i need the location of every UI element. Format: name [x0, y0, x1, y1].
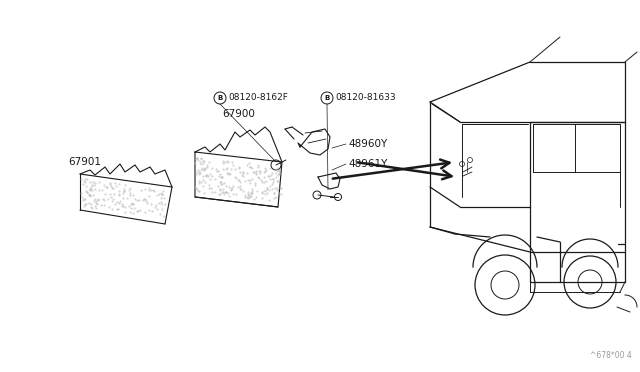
Text: ^678*00 4: ^678*00 4 [590, 351, 632, 360]
Text: 67901: 67901 [68, 157, 101, 167]
Text: 08120-8162F: 08120-8162F [228, 93, 288, 103]
Text: 08120-81633: 08120-81633 [335, 93, 396, 103]
Text: B: B [218, 95, 223, 101]
Text: 48960Y: 48960Y [348, 139, 387, 149]
Text: 48961Y: 48961Y [348, 159, 387, 169]
Text: B: B [324, 95, 330, 101]
Text: 67900: 67900 [222, 109, 255, 119]
